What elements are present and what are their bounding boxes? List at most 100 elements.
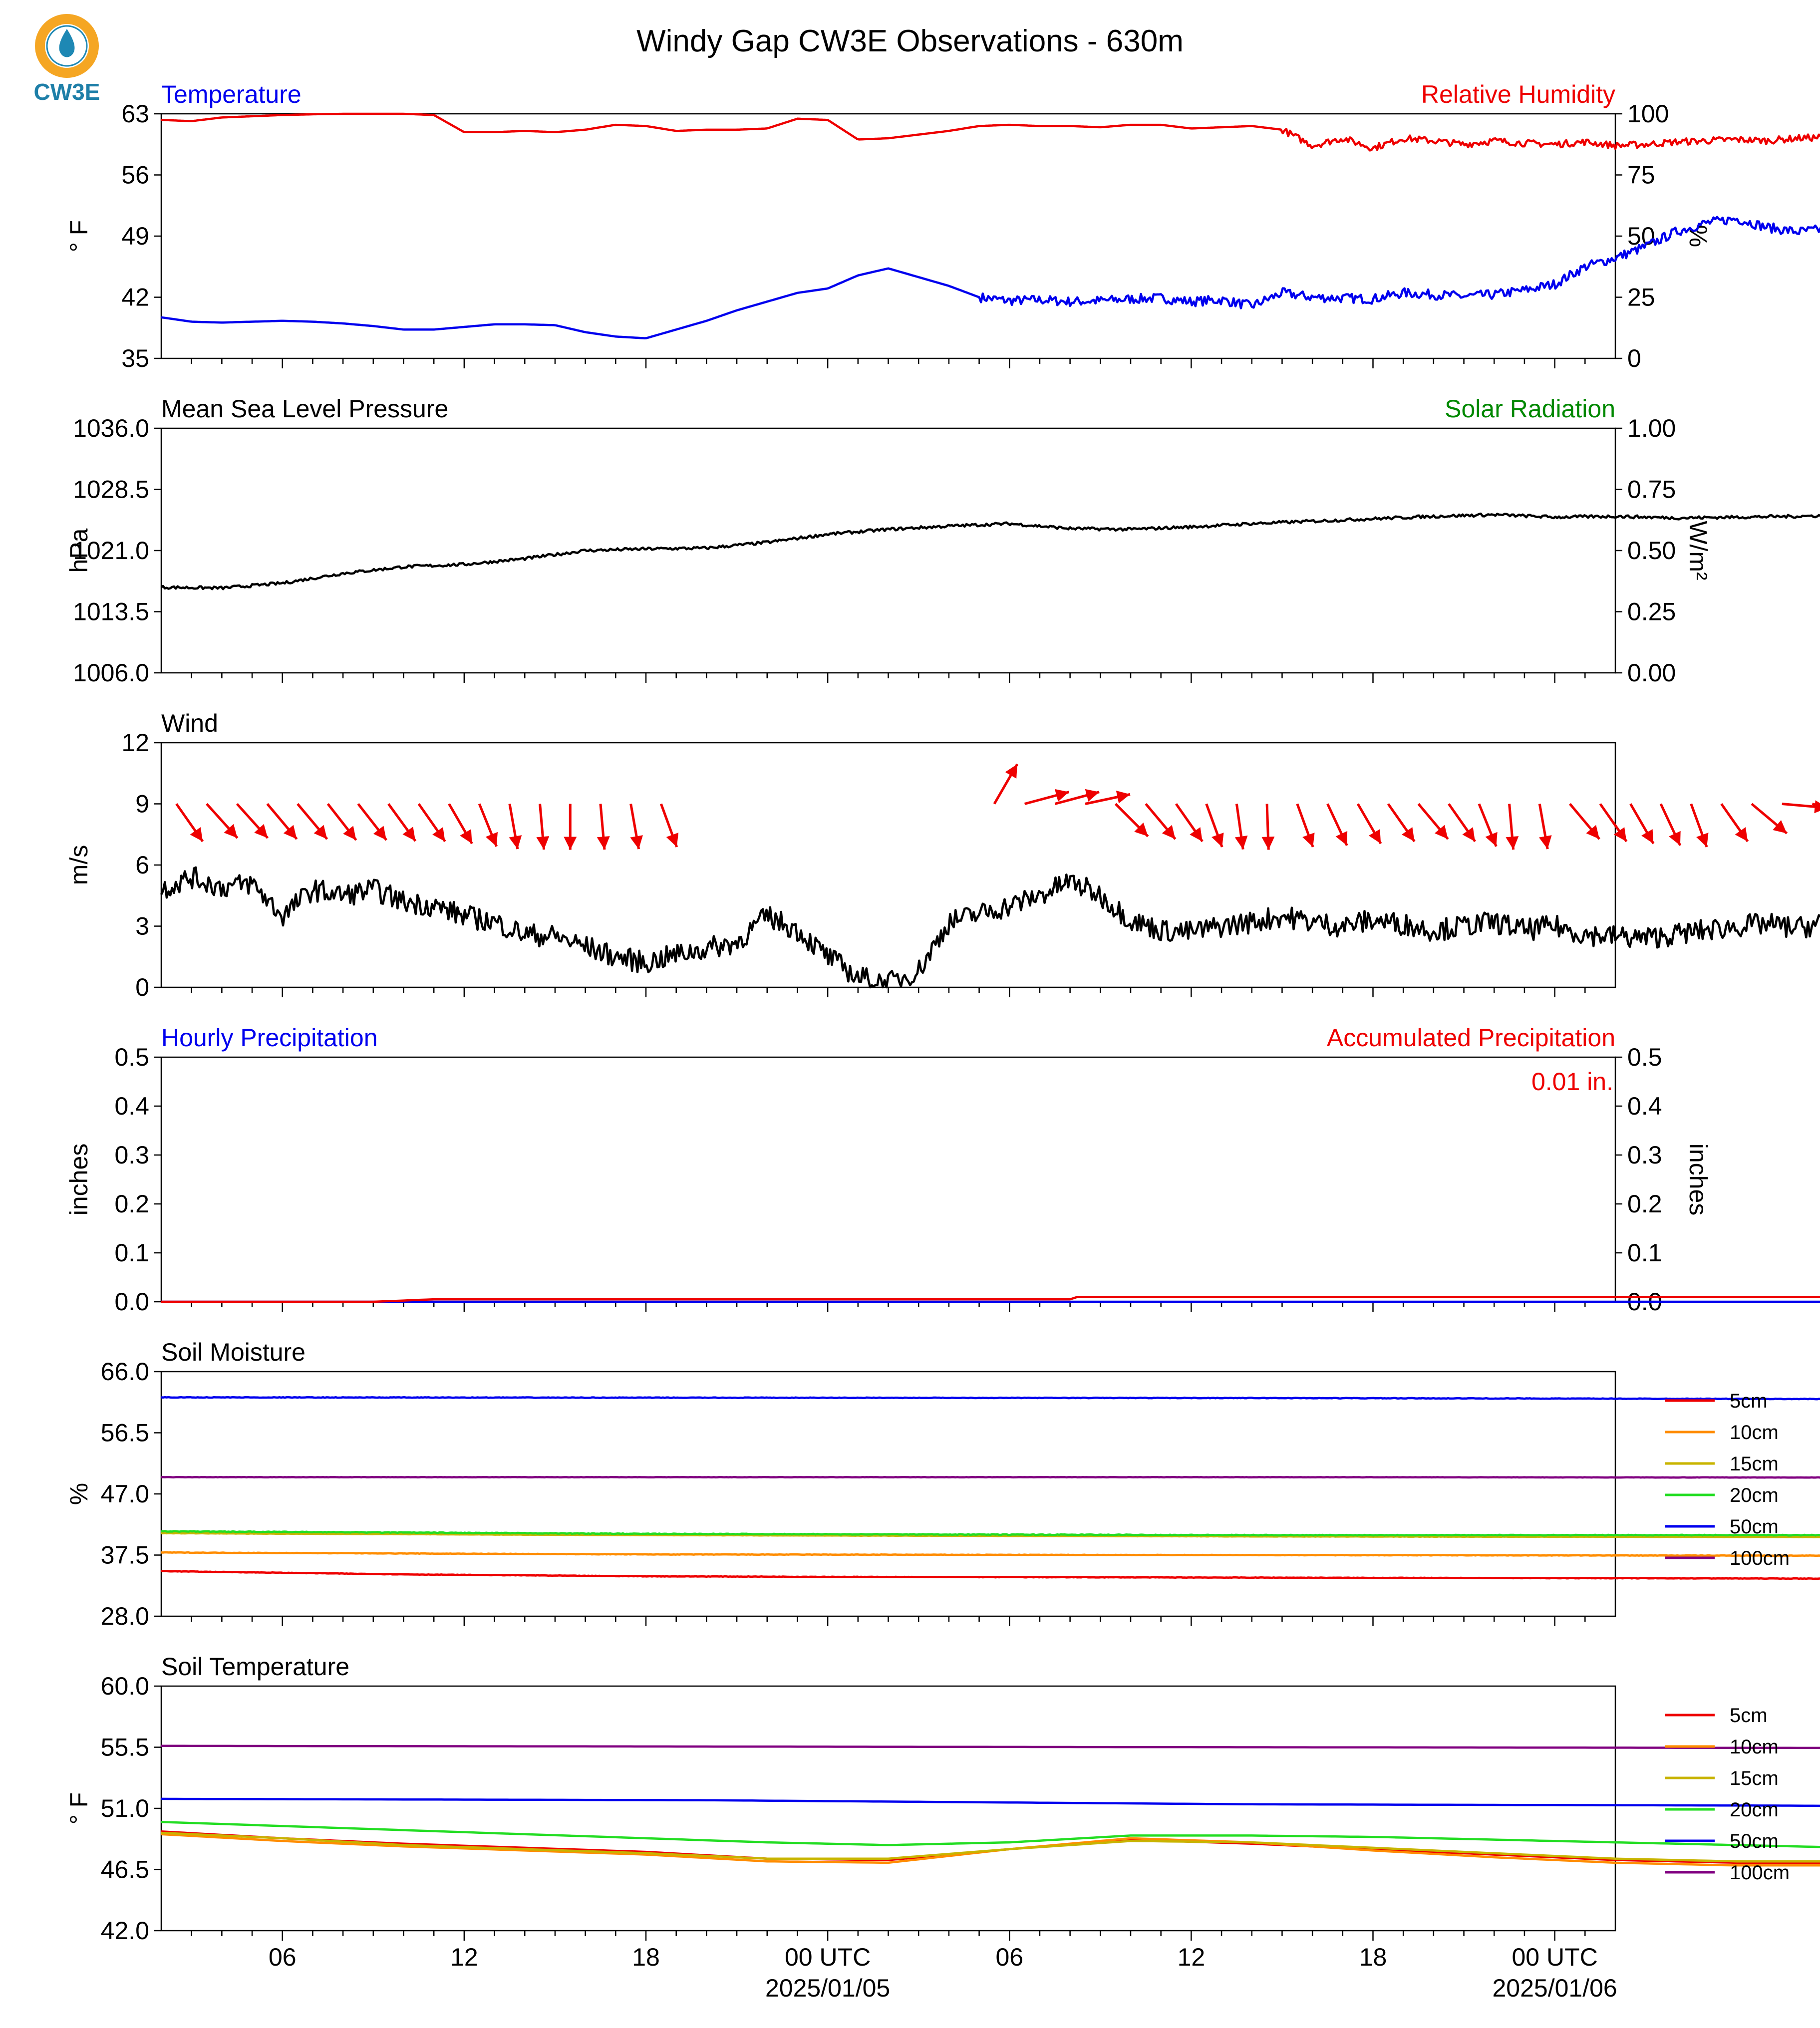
y-tick-label: 1006.0 xyxy=(73,659,149,687)
wind-arrow xyxy=(448,803,473,845)
x-tick-label: 06 xyxy=(995,1943,1023,1971)
wind-arrow-head xyxy=(283,825,297,839)
wind-arrow-head xyxy=(1302,833,1315,847)
legend-label: 20cm xyxy=(1730,1484,1779,1506)
logo-text: CW3E xyxy=(34,79,100,105)
wind-arrow xyxy=(1296,803,1315,848)
legend-label: 20cm xyxy=(1730,1799,1779,1821)
y-tick-label-right: 100 xyxy=(1627,100,1669,128)
series-line-100cm xyxy=(161,1744,1820,1749)
x-date-label: 2025/01/05 xyxy=(765,1974,890,2002)
legend-label: 5cm xyxy=(1730,1390,1768,1412)
y-tick-label: 1036.0 xyxy=(73,414,149,442)
wind-arrow xyxy=(1054,789,1100,805)
wind-arrow-head xyxy=(343,826,356,840)
wind-arrow-head xyxy=(1462,827,1475,842)
y-tick-label-right: 0.4 xyxy=(1627,1092,1662,1120)
y-tick-label: 0.4 xyxy=(114,1092,149,1120)
y-tick-label: 1013.5 xyxy=(73,598,149,626)
y-tick-label: 0.3 xyxy=(114,1141,149,1169)
x-tick-label: 00 UTC xyxy=(1512,1943,1597,1971)
legend-label: 100cm xyxy=(1730,1547,1790,1569)
wind-arrow xyxy=(1812,803,1820,808)
wind-arrow-head xyxy=(1368,829,1381,844)
y-tick-label-right: 0.00 xyxy=(1627,659,1676,687)
wind-arrow-head xyxy=(509,835,522,850)
wind-arrow xyxy=(417,803,446,843)
x-tick-label: 06 xyxy=(269,1943,297,1971)
wind-arrow-head xyxy=(597,836,610,850)
series-line-100cm xyxy=(161,1475,1820,1479)
wind-arrow-head xyxy=(1054,789,1069,802)
wind-arrow xyxy=(508,804,522,850)
wind-arrow xyxy=(1506,804,1519,850)
wind-arrow xyxy=(564,804,577,850)
panel-title-right: Solar Radiation xyxy=(1445,395,1615,423)
legend-label: 10cm xyxy=(1730,1736,1779,1758)
series-line-15cm xyxy=(161,1532,1820,1538)
series-line-20cm xyxy=(161,1530,1820,1537)
panel-title: Wind xyxy=(161,709,218,737)
panel-title: Soil Temperature xyxy=(161,1653,349,1681)
panel-1: Temperature Relative Humidity 35 42 49 56 63 0 2… xyxy=(65,80,1820,372)
legend-label: 15cm xyxy=(1730,1453,1779,1475)
wind-arrow-head xyxy=(1212,833,1224,847)
logo-drop-icon xyxy=(59,29,75,57)
wind-arrow xyxy=(1599,803,1628,843)
y-axis-label: hPa xyxy=(65,528,93,573)
wind-arrow xyxy=(1205,803,1224,848)
wind-arrow xyxy=(1261,804,1275,850)
y-tick-label-right: 0.50 xyxy=(1627,537,1676,565)
wind-arrow xyxy=(1234,804,1248,850)
y-tick-label: 42.0 xyxy=(101,1917,149,1945)
panel-2: Mean Sea Level Pressure Solar Radiation 10… xyxy=(65,395,1820,687)
wind-arrow-head xyxy=(1485,832,1498,847)
y-tick-label: 1021.0 xyxy=(73,537,149,565)
series-line-10cm xyxy=(161,1551,1820,1557)
panel-title: Mean Sea Level Pressure xyxy=(161,395,448,423)
wind-arrow xyxy=(993,763,1019,805)
panel-6: Soil Temperature 42.0 46.5 51.0 55.5 60.0 ° F 5… xyxy=(65,1653,1820,1945)
wind-arrow-head xyxy=(254,824,268,838)
y-tick-label-right: 0 xyxy=(1627,344,1641,372)
wind-arrow xyxy=(597,804,610,850)
wind-arrow-head xyxy=(1641,829,1654,844)
wind-arrow-head xyxy=(1434,825,1448,839)
legend-label: 50cm xyxy=(1730,1830,1779,1852)
y-tick-label: 37.5 xyxy=(101,1541,149,1569)
wind-arrow-head xyxy=(224,824,238,838)
wind-arrow xyxy=(1659,803,1682,846)
figure-title: Windy Gap CW3E Observations - 630m xyxy=(636,24,1184,58)
y-tick-label-right: 0.2 xyxy=(1627,1190,1662,1218)
series-line-5cm xyxy=(161,1570,1820,1580)
wind-arrow-head xyxy=(1005,764,1017,779)
x-tick-label: 12 xyxy=(450,1943,478,1971)
series-line-15cm xyxy=(161,1831,1820,1863)
wind-arrow xyxy=(1326,803,1348,846)
wind-arrow-head xyxy=(432,827,445,842)
wind-arrow-head xyxy=(485,832,498,847)
y-axis-label: m/s xyxy=(65,845,93,885)
y-tick-label-right: 25 xyxy=(1627,284,1655,311)
y-tick-label: 1028.5 xyxy=(73,476,149,504)
wind-arrow-head xyxy=(1402,827,1415,842)
x-tick-label: 18 xyxy=(632,1943,660,1971)
y-axis-label: % xyxy=(65,1483,93,1505)
y-tick-label: 46.5 xyxy=(101,1856,149,1884)
wind-arrow xyxy=(659,803,679,848)
wind-arrow-head xyxy=(1116,791,1130,804)
panel-title: Soil Moisture xyxy=(161,1338,305,1366)
y-tick-label: 35 xyxy=(121,344,149,372)
y-tick-label: 63 xyxy=(121,100,149,128)
wind-arrow-head xyxy=(1335,831,1348,846)
wind-arrow xyxy=(1751,803,1788,835)
wind-arrow xyxy=(266,803,298,840)
wind-arrow xyxy=(1175,803,1204,843)
series-line-left-0 xyxy=(160,866,1820,989)
y-tick-label: 47.0 xyxy=(101,1480,149,1508)
y-tick-label: 0.1 xyxy=(114,1239,149,1267)
legend-label: 10cm xyxy=(1730,1422,1779,1444)
y-tick-label: 66.0 xyxy=(101,1358,149,1386)
y-tick-label-right: 1.00 xyxy=(1627,414,1676,442)
